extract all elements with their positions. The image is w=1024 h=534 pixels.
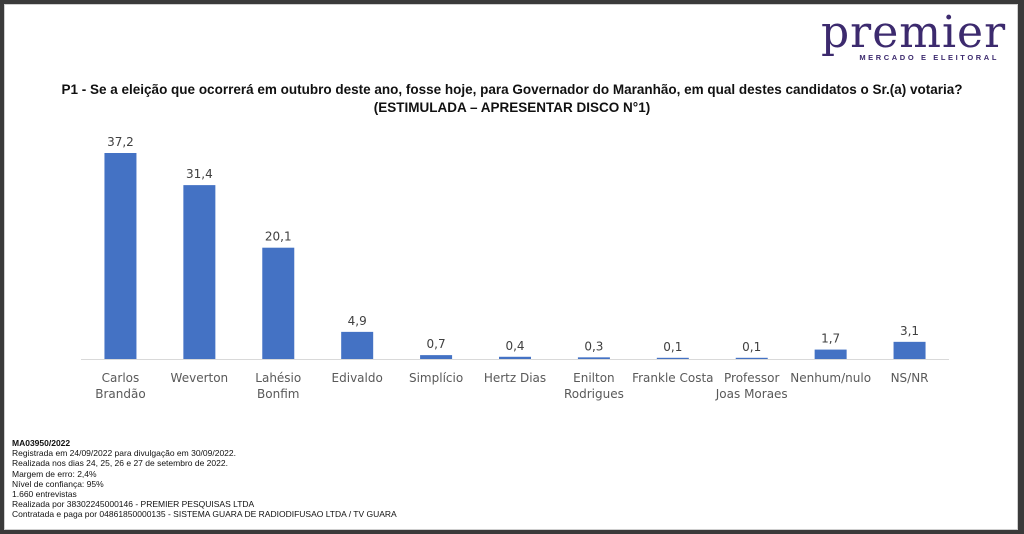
bar-5 bbox=[499, 356, 531, 359]
footer-line-1: Registrada em 24/09/2022 para divulgação… bbox=[12, 448, 236, 459]
data-label-8: 0,1 bbox=[742, 340, 761, 354]
footer-line-6: Realizada por 38302245000146 - PREMIER P… bbox=[12, 499, 255, 510]
bar-0 bbox=[104, 153, 137, 359]
category-label-7: Frankle Costa bbox=[632, 371, 713, 385]
category-label-4: Simplício bbox=[409, 371, 463, 385]
data-label-1: 31,4 bbox=[186, 167, 213, 181]
question-text: P1 - Se a eleição que ocorrerá em outubr… bbox=[61, 82, 963, 97]
question-subtitle: (ESTIMULADA – APRESENTAR DISCO N°1) bbox=[373, 100, 651, 115]
logo-wordmark: premier bbox=[821, 7, 1007, 58]
footer-line-5: 1.660 entrevistas bbox=[12, 489, 77, 500]
bar-6 bbox=[577, 357, 610, 359]
data-label-3: 4,9 bbox=[348, 314, 367, 328]
category-label-10: NS/NR bbox=[891, 371, 929, 385]
logo-tagline: MERCADO E ELEITORAL bbox=[859, 53, 999, 62]
registration-code: MA03950/2022 bbox=[12, 438, 71, 448]
survey-footer: MA03950/2022 Registrada em 24/09/2022 pa… bbox=[12, 438, 397, 520]
data-label-5: 0,4 bbox=[505, 339, 524, 353]
data-label-7: 0,1 bbox=[663, 340, 682, 354]
footer-line-2: Realizada nos dias 24, 25, 26 e 27 de se… bbox=[12, 458, 228, 469]
bar-chart: 37,2 Carlos Brandão 31,4 Weverton 20,1 Lahésio… bbox=[81, 135, 949, 401]
bar-2 bbox=[262, 247, 295, 359]
bar-8 bbox=[735, 357, 768, 359]
data-label-10: 3,1 bbox=[900, 324, 919, 338]
premier-logo: premier MERCADO E ELEITORAL bbox=[821, 7, 1007, 63]
bar-10 bbox=[893, 341, 926, 359]
bar-1 bbox=[183, 185, 216, 359]
data-label-2: 20,1 bbox=[265, 230, 292, 244]
report-slide: premier MERCADO E ELEITORAL P1 - Se a el… bbox=[4, 4, 1018, 530]
data-label-9: 1,7 bbox=[821, 332, 840, 346]
bar-3 bbox=[341, 331, 374, 359]
footer-line-3: Margem de erro: 2,4% bbox=[12, 468, 97, 479]
category-label-2: Lahésio Bonfim bbox=[255, 371, 301, 401]
category-label-1: Weverton bbox=[171, 371, 229, 385]
footer-line-4: Nível de confiança: 95% bbox=[12, 478, 104, 489]
category-label-9: Nenhum/nulo bbox=[790, 371, 871, 385]
data-label-6: 0,3 bbox=[584, 339, 603, 353]
category-label-6: Enilton Rodrigues bbox=[564, 371, 624, 401]
data-label-0: 37,2 bbox=[107, 135, 134, 149]
footer-line-7: Contratada e paga por 04861850000135 - S… bbox=[12, 509, 397, 520]
category-label-0: Carlos Brandão bbox=[95, 371, 145, 401]
chart-title: P1 - Se a eleição que ocorrerá em outubr… bbox=[5, 81, 1017, 117]
bar-7 bbox=[656, 357, 689, 359]
category-label-5: Hertz Dias bbox=[484, 371, 546, 385]
bar-4 bbox=[420, 355, 453, 359]
bar-9 bbox=[814, 349, 847, 359]
category-label-3: Edivaldo bbox=[332, 371, 383, 385]
category-label-8: Professor Joas Moraes bbox=[715, 371, 788, 401]
data-label-4: 0,7 bbox=[427, 337, 446, 351]
